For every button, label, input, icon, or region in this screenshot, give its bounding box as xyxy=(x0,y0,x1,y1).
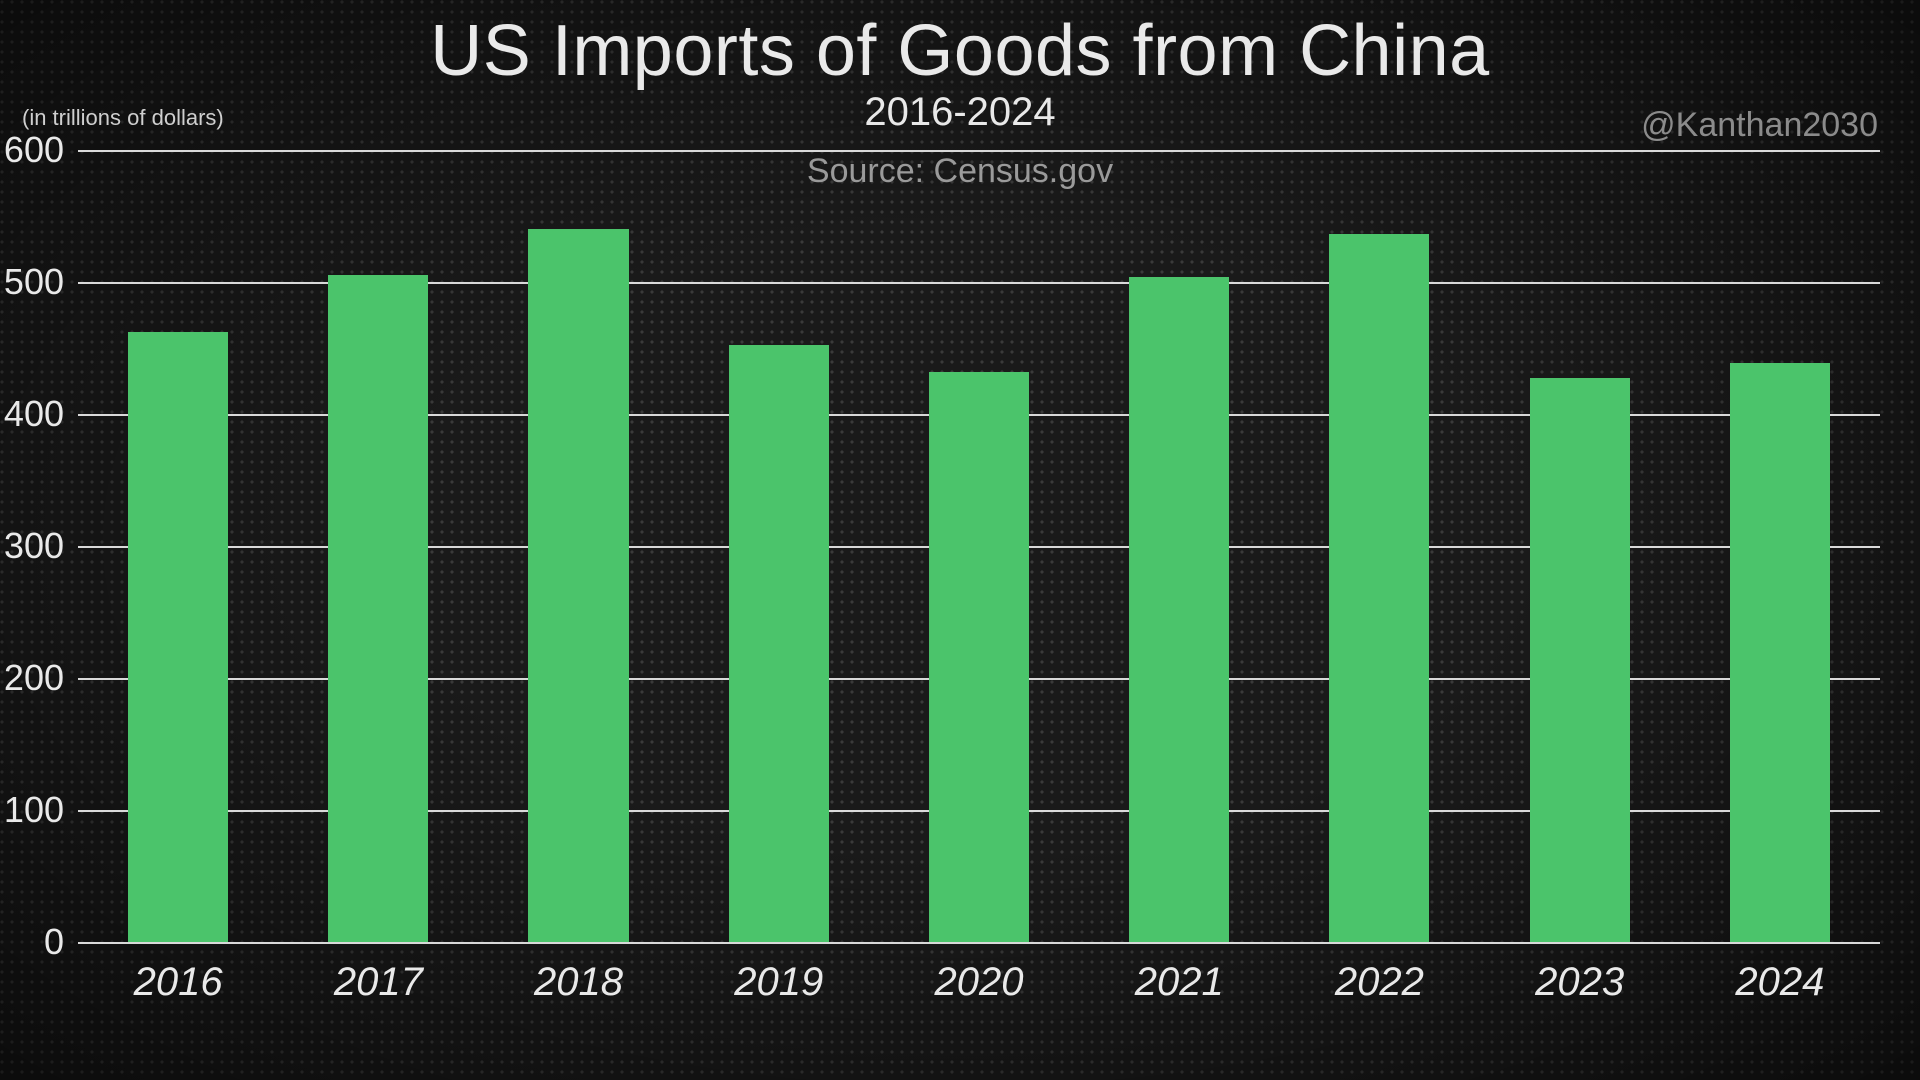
x-label-slot: 2016 xyxy=(78,942,278,1020)
x-label-slot: 2021 xyxy=(1079,942,1279,1020)
x-tick-label: 2017 xyxy=(334,960,423,1005)
bar xyxy=(328,275,428,942)
bar xyxy=(128,332,228,942)
x-axis-labels: 2016 2017 2018 2019 2020 2021 2022 2023 2024 xyxy=(78,942,1880,1020)
x-tick-label: 2021 xyxy=(1135,960,1224,1005)
y-tick-label: 400 xyxy=(4,393,64,435)
bar-slot xyxy=(879,150,1079,942)
bar-slot xyxy=(679,150,879,942)
bar xyxy=(1730,363,1830,942)
plot-area: 0100200300400500600 xyxy=(78,150,1880,942)
x-tick-label: 2016 xyxy=(134,960,223,1005)
bar-slot xyxy=(1079,150,1279,942)
bar xyxy=(929,372,1029,942)
bar-slot xyxy=(1680,150,1880,942)
bar xyxy=(729,345,829,942)
y-tick-label: 600 xyxy=(4,129,64,171)
x-tick-label: 2018 xyxy=(534,960,623,1005)
y-tick-label: 300 xyxy=(4,525,64,567)
watermark: @Kanthan2030 xyxy=(1641,106,1878,145)
bar xyxy=(528,229,628,942)
bar-slot xyxy=(278,150,478,942)
x-label-slot: 2019 xyxy=(679,942,879,1020)
x-tick-label: 2024 xyxy=(1735,960,1824,1005)
bar xyxy=(1530,378,1630,942)
x-tick-label: 2020 xyxy=(934,960,1023,1005)
chart-subtitle: 2016-2024 xyxy=(0,90,1920,135)
y-tick-label: 100 xyxy=(4,789,64,831)
bar xyxy=(1129,277,1229,942)
x-label-slot: 2023 xyxy=(1480,942,1680,1020)
bars-container xyxy=(78,150,1880,942)
bar-slot xyxy=(78,150,278,942)
x-tick-label: 2022 xyxy=(1335,960,1424,1005)
bar-slot xyxy=(478,150,678,942)
slide: US Imports of Goods from China 2016-2024… xyxy=(0,0,1920,1080)
y-tick-label: 0 xyxy=(44,921,64,963)
x-label-slot: 2022 xyxy=(1279,942,1479,1020)
bar-slot xyxy=(1279,150,1479,942)
x-label-slot: 2020 xyxy=(879,942,1079,1020)
x-label-slot: 2017 xyxy=(278,942,478,1020)
x-tick-label: 2019 xyxy=(734,960,823,1005)
y-tick-label: 200 xyxy=(4,657,64,699)
bar-slot xyxy=(1480,150,1680,942)
chart-area: 0100200300400500600 2016 2017 2018 2019 2020… xyxy=(78,150,1880,1020)
y-axis-label: (in trillions of dollars) xyxy=(22,105,224,131)
y-tick-label: 500 xyxy=(4,261,64,303)
bar xyxy=(1329,234,1429,942)
chart-title: US Imports of Goods from China xyxy=(0,10,1920,92)
x-label-slot: 2018 xyxy=(478,942,678,1020)
x-label-slot: 2024 xyxy=(1680,942,1880,1020)
x-tick-label: 2023 xyxy=(1535,960,1624,1005)
